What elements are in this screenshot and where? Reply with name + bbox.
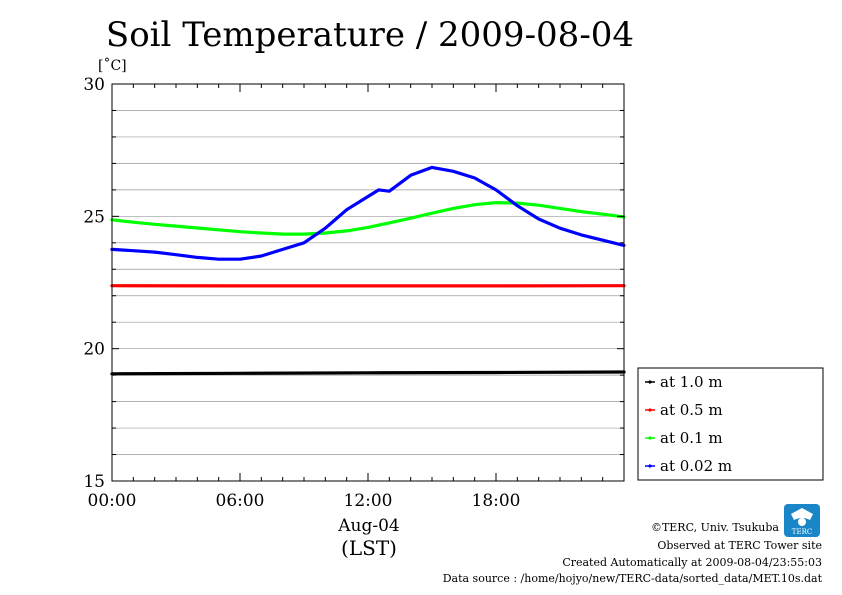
legend-label: at 0.1 m xyxy=(660,429,723,447)
legend-marker xyxy=(648,436,652,440)
chart-title: Soil Temperature / 2009-08-04 xyxy=(106,15,634,55)
x-axis-timezone-label: (LST) xyxy=(341,536,397,560)
legend: at 1.0 m at 0.5 m at 0.1 m at 0.02 m xyxy=(637,367,824,481)
terc-logo: TERC xyxy=(784,504,820,537)
series-layer xyxy=(110,165,626,376)
x-tick-label: 06:00 xyxy=(216,491,265,511)
footer-created: Created Automatically at 2009-08-04/23:5… xyxy=(562,556,822,569)
axis-ticks: 15 20 25 30 00:00 06:00 12:00 18:00 xyxy=(83,75,625,511)
series-line-at-0-1-m xyxy=(110,201,626,236)
y-tick-label: 30 xyxy=(83,75,105,95)
plot-frame xyxy=(111,83,625,482)
footer-site: Observed at TERC Tower site xyxy=(657,539,822,552)
y-tick-label: 25 xyxy=(83,207,105,227)
legend-marker xyxy=(648,408,652,412)
y-tick-label: 20 xyxy=(83,340,105,360)
footer-source: Data source : /home/hojyo/new/TERC-data/… xyxy=(442,572,822,585)
x-tick-label: 12:00 xyxy=(344,491,393,511)
series-line-at-1-0-m xyxy=(110,370,626,376)
x-tick-label: 18:00 xyxy=(472,491,521,511)
legend-label: at 1.0 m xyxy=(660,373,723,391)
x-tick-label: 00:00 xyxy=(88,491,137,511)
y-axis-unit: [˚C] xyxy=(98,57,127,74)
logo-text: TERC xyxy=(792,528,812,536)
legend-label: at 0.02 m xyxy=(660,457,732,475)
legend-marker xyxy=(648,464,652,468)
legend-label: at 0.5 m xyxy=(660,401,723,419)
footer-copyright: ©TERC, Univ. Tsukuba xyxy=(650,521,779,534)
series-line-at-0-02-m xyxy=(110,165,626,261)
grid-lines xyxy=(112,110,624,455)
y-tick-label: 15 xyxy=(83,472,105,492)
x-axis-date-label: Aug-04 xyxy=(337,516,399,536)
legend-box xyxy=(637,367,824,481)
legend-marker xyxy=(648,380,652,384)
